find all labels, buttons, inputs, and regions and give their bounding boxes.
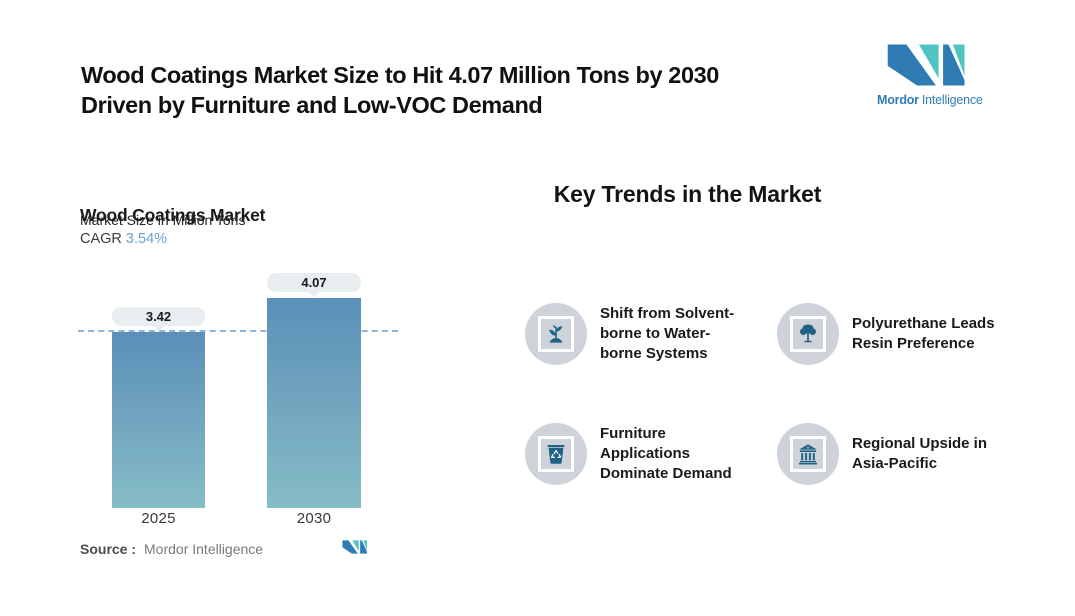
page-title-line1: Wood Coatings Market Size to Hit 4.07 Mi… xyxy=(81,61,719,88)
trend-line: Shift from Solvent- xyxy=(600,305,735,322)
reference-line xyxy=(78,330,398,332)
bar-fill-2025 xyxy=(112,332,205,508)
chart-title: Wood Coatings Market xyxy=(80,204,266,225)
plant-icon-glyph xyxy=(549,325,563,343)
plant-icon-frame xyxy=(538,316,574,352)
trend-line: Dominate Demand xyxy=(600,465,732,482)
tree-icon xyxy=(777,303,839,365)
trend-line: Asia-Pacific xyxy=(852,455,938,472)
mordor-intelligence-logo: Mordor Intelligence xyxy=(877,40,985,107)
x-axis-label-2025: 2025 xyxy=(141,510,176,527)
recycle-bin-icon xyxy=(525,423,587,485)
brand-name: Mordor Intelligence xyxy=(877,93,985,107)
chart-subtitle: Market Size in Million Tons xyxy=(80,212,246,228)
recycle-bin-icon-frame xyxy=(538,436,574,472)
trend-line: Polyurethane Leads xyxy=(852,315,995,332)
page-title: Wood Coatings Market Size to Hit 4.07 Mi… xyxy=(81,60,719,120)
trend-line: Furniture xyxy=(600,425,666,442)
trend-line: borne Systems xyxy=(600,345,708,362)
trend-label-asia-pacific: Regional Upside in Asia-Pacific xyxy=(852,434,987,474)
bar-value-2030: 4.07 xyxy=(301,275,327,290)
bar-value-label-2030: 4.07 xyxy=(267,273,361,297)
trends-heading: Key Trends in the Market xyxy=(553,181,822,208)
bar-2025: 3.42 xyxy=(112,307,205,508)
plant-icon xyxy=(525,303,587,365)
trend-line: Applications xyxy=(600,445,691,462)
bar-2030: 4.07 xyxy=(267,273,361,508)
trend-line: Resin Preference xyxy=(852,335,975,352)
bank-icon-glyph xyxy=(799,444,817,465)
trend-item-furniture: Furniture Applications Dominate Demand xyxy=(525,423,732,485)
trend-line: Regional Upside in xyxy=(852,435,988,452)
trend-item-polyurethane: Polyurethane Leads Resin Preference xyxy=(777,303,995,365)
bank-icon-frame xyxy=(790,436,826,472)
brand-name-regular: Intelligence xyxy=(921,93,983,107)
trend-line: borne to Water- xyxy=(600,325,711,342)
chart-source: Source : Mordor Intelligence xyxy=(80,541,263,557)
chart-cagr: CAGR 3.54% xyxy=(80,231,167,247)
tree-icon-frame xyxy=(790,316,826,352)
x-axis-label-2030: 2030 xyxy=(296,510,332,527)
trend-item-waterborne: Shift from Solvent- borne to Water- born… xyxy=(525,303,734,365)
bar-fill-2030 xyxy=(267,298,361,508)
cagr-value: 3.54% xyxy=(125,231,168,247)
trend-label-polyurethane: Polyurethane Leads Resin Preference xyxy=(852,314,995,354)
bar-value-2025: 3.42 xyxy=(145,309,172,324)
source-value: Mordor Intelligence xyxy=(144,541,264,557)
cagr-label: CAGR xyxy=(80,231,122,247)
mordor-logo-icon xyxy=(887,44,965,86)
bank-icon xyxy=(777,423,839,485)
trend-label-furniture: Furniture Applications Dominate Demand xyxy=(600,424,732,484)
mordor-logo-icon-small xyxy=(342,540,367,554)
trend-item-asia-pacific: Regional Upside in Asia-Pacific xyxy=(777,423,987,485)
bar-value-label-2025: 3.42 xyxy=(112,307,205,331)
brand-name-bold: Mordor xyxy=(877,93,919,107)
page-title-line2: Driven by Furniture and Low-VOC Demand xyxy=(81,91,543,118)
trend-label-waterborne: Shift from Solvent- borne to Water- born… xyxy=(600,304,734,364)
tree-icon-glyph xyxy=(800,324,816,343)
recycle-bin-icon-glyph xyxy=(547,445,565,464)
source-label: Source : xyxy=(80,541,137,557)
